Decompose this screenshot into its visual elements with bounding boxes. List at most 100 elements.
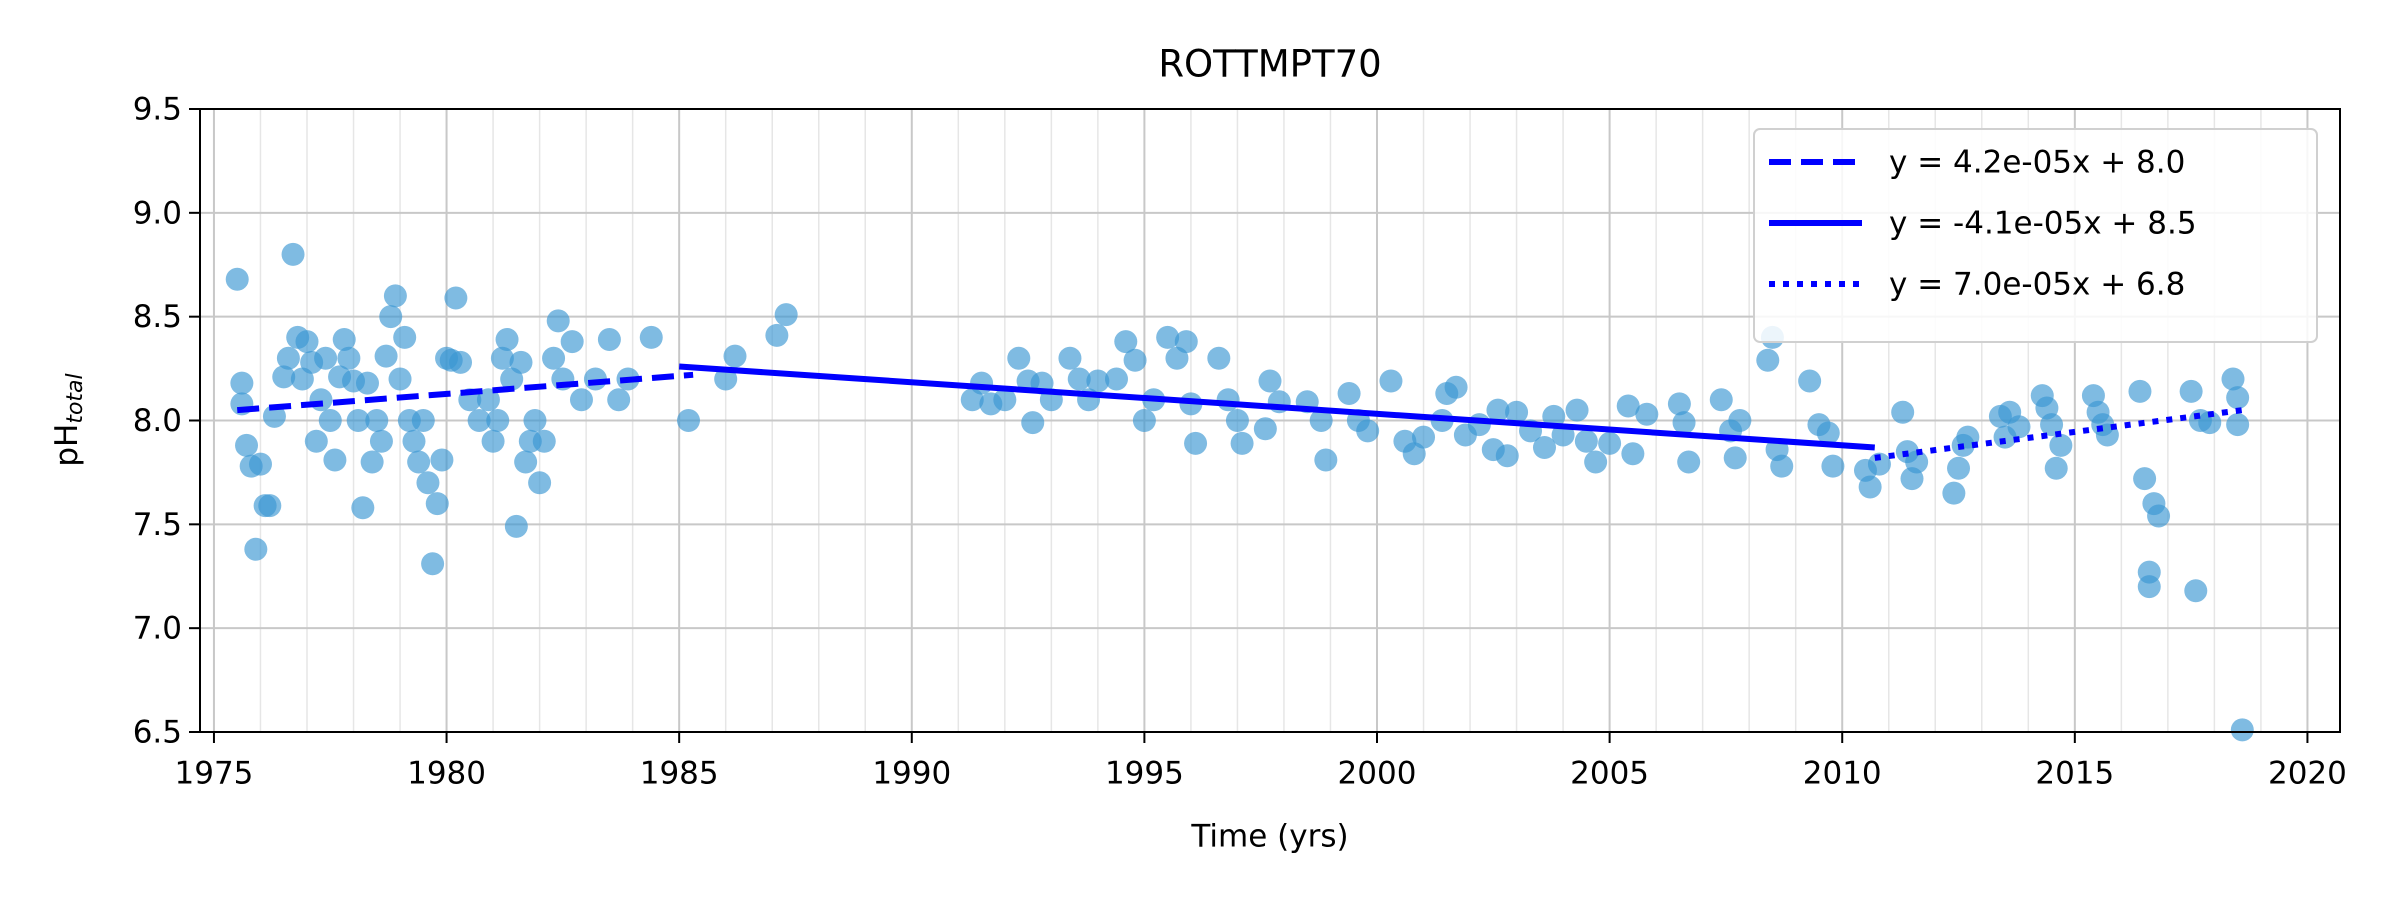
data-point <box>714 367 738 391</box>
data-point <box>490 346 514 370</box>
data-point <box>309 388 333 412</box>
y-tick-label: 9.5 <box>133 92 182 128</box>
data-point <box>2133 467 2157 491</box>
data-point <box>2230 718 2254 742</box>
data-point <box>1709 388 1733 412</box>
data-point <box>230 371 254 395</box>
data-point <box>1728 409 1752 432</box>
data-point <box>407 450 431 474</box>
data-point <box>1816 421 1840 445</box>
data-point <box>351 496 375 520</box>
data-point <box>607 388 631 412</box>
data-point <box>1309 409 1333 432</box>
data-point <box>1337 382 1361 406</box>
data-point <box>639 325 663 349</box>
data-point <box>2198 411 2222 435</box>
data-point <box>318 409 342 432</box>
data-point <box>528 471 552 495</box>
data-point <box>1356 419 1380 443</box>
trend-lines <box>236 363 2243 461</box>
data-point <box>1867 452 1891 476</box>
data-point <box>449 350 473 374</box>
data-point <box>481 429 505 453</box>
data-point <box>2128 379 2152 403</box>
data-point <box>774 303 798 327</box>
legend-label: y = 4.2e-05x + 8.0 <box>1889 145 2185 181</box>
data-point <box>369 429 393 453</box>
data-point <box>1947 456 1971 480</box>
data-point <box>495 328 519 352</box>
data-point <box>2147 504 2171 528</box>
data-point <box>2040 413 2064 437</box>
data-point <box>1542 404 1566 428</box>
data-point <box>425 492 449 516</box>
data-point <box>542 346 566 370</box>
trend-line <box>236 371 694 414</box>
data-point <box>1756 348 1780 372</box>
data-point <box>379 305 403 329</box>
data-point <box>1216 388 1240 412</box>
data-point <box>1123 348 1147 372</box>
data-point <box>323 448 347 472</box>
data-point <box>346 409 370 432</box>
y-axis-label: pHtotal <box>49 373 89 466</box>
data-point <box>1858 475 1882 499</box>
y-label-sub: total <box>63 373 88 423</box>
data-point <box>1635 402 1659 426</box>
data-point <box>597 328 621 352</box>
data-point <box>1565 398 1589 422</box>
data-point <box>569 388 593 412</box>
data-point <box>1253 417 1277 441</box>
data-point <box>248 452 272 476</box>
data-point <box>332 328 356 352</box>
data-point <box>314 346 338 370</box>
data-point <box>560 330 584 354</box>
x-tick-label: 2020 <box>2268 756 2347 792</box>
data-point <box>281 242 305 266</box>
legend-label: y = 7.0e-05x + 6.8 <box>1889 267 2185 303</box>
data-point <box>2137 575 2161 599</box>
x-tick-label: 1985 <box>640 756 719 792</box>
data-point <box>1444 375 1468 399</box>
data-point <box>486 409 510 432</box>
data-point <box>2049 433 2073 457</box>
data-point <box>1598 431 1622 455</box>
data-point <box>1667 392 1691 416</box>
data-point <box>1677 450 1701 474</box>
x-tick-label: 2010 <box>1803 756 1882 792</box>
data-point <box>1104 367 1128 391</box>
data-point <box>1723 446 1747 470</box>
data-point <box>2044 456 2068 480</box>
data-point <box>1086 369 1110 393</box>
data-point <box>1505 400 1529 424</box>
data-point <box>1132 409 1156 432</box>
data-point <box>1379 369 1403 393</box>
data-point <box>383 284 407 308</box>
data-point <box>2221 367 2245 391</box>
data-point <box>1058 346 1082 370</box>
data-point <box>416 471 440 495</box>
data-point <box>374 344 398 368</box>
data-point <box>2179 379 2203 403</box>
data-point <box>295 330 319 354</box>
data-point <box>1412 425 1436 449</box>
data-point <box>444 286 468 310</box>
data-point <box>1616 394 1640 418</box>
data-point <box>388 367 412 391</box>
data-point <box>1230 431 1254 455</box>
data-point <box>365 409 389 432</box>
data-point <box>1821 454 1845 478</box>
x-tick-label: 1990 <box>872 756 951 792</box>
data-point <box>276 346 300 370</box>
x-tick-label: 2005 <box>1570 756 1649 792</box>
x-axis-label: Time (yrs) <box>1190 819 1348 855</box>
x-tick-label: 2015 <box>2035 756 2114 792</box>
data-point <box>393 325 417 349</box>
data-point <box>1067 367 1091 391</box>
data-point <box>1021 411 1045 435</box>
data-point <box>1574 429 1598 453</box>
data-point <box>1314 448 1338 472</box>
data-point <box>1495 444 1519 468</box>
